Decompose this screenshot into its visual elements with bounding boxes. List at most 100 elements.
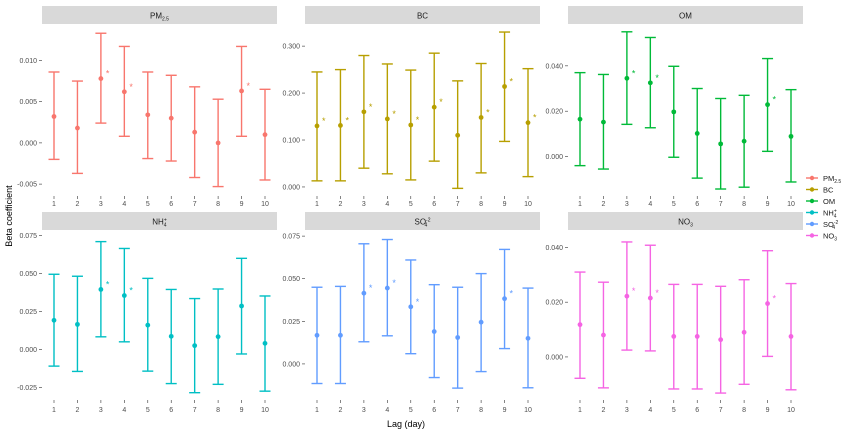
estimate-point — [51, 317, 57, 323]
y-tick-label: 0.020 — [545, 300, 563, 307]
x-tick-label: 6 — [695, 407, 699, 414]
estimate-point — [408, 122, 414, 128]
legend-key-point — [809, 221, 815, 227]
significance-marker: * — [369, 283, 373, 293]
estimate-point — [577, 322, 583, 328]
x-tick-label: 4 — [385, 201, 389, 208]
legend-item-om: OM — [806, 197, 835, 206]
estimate-point — [765, 102, 770, 108]
legend-item-so4: SO-2 4 — [806, 220, 839, 231]
significance-marker: * — [247, 81, 251, 91]
estimate-point — [168, 115, 174, 121]
estimate-point — [478, 319, 484, 325]
panel-strip — [42, 212, 277, 230]
x-tick-label: 9 — [766, 201, 770, 208]
legend-key-point — [809, 233, 815, 238]
panel-strip — [305, 212, 540, 230]
estimate-point — [192, 343, 198, 349]
x-tick-label: 9 — [240, 201, 244, 208]
estimate-point — [262, 340, 268, 346]
y-tick-label: -0.025 — [17, 385, 37, 392]
estimate-point — [741, 329, 747, 335]
significance-marker: * — [106, 279, 110, 289]
estimate-point — [51, 114, 57, 119]
estimate-point — [718, 337, 724, 343]
panel-strip — [568, 6, 803, 24]
x-tick-label: 3 — [625, 201, 629, 208]
x-tick-label: 10 — [261, 407, 269, 414]
panel-strip-label: PM2.5 — [150, 12, 169, 23]
significance-marker: * — [655, 288, 659, 298]
estimate-point — [647, 295, 653, 301]
estimate-point — [408, 304, 414, 310]
estimate-point — [624, 75, 630, 81]
x-tick-label: 9 — [240, 407, 244, 414]
estimate-point — [478, 115, 484, 120]
y-tick-label: -0.005 — [17, 182, 37, 189]
x-tick-label: 4 — [648, 201, 652, 208]
y-tick-label: 0.075 — [282, 234, 300, 241]
x-tick-label: 10 — [524, 201, 532, 208]
legend-item-bc: BC — [806, 185, 834, 194]
x-tick-label: 4 — [122, 407, 126, 414]
x-tick-label: 10 — [787, 201, 795, 208]
x-tick-label: 5 — [146, 407, 150, 414]
legend-key-point — [809, 210, 815, 215]
legend-key-point — [809, 175, 815, 181]
significance-marker: * — [322, 116, 326, 126]
x-tick-label: 2 — [601, 201, 605, 208]
y-tick-label: 0.025 — [19, 309, 37, 316]
x-tick-label: 6 — [432, 407, 436, 414]
x-tick-label: 1 — [315, 407, 319, 414]
estimate-point — [741, 138, 747, 144]
panel-strip-label: SO-2 4 — [414, 218, 430, 229]
significance-marker: * — [510, 76, 514, 86]
estimate-point — [502, 296, 507, 302]
estimate-point — [192, 129, 198, 135]
significance-marker: * — [439, 97, 443, 107]
estimate-point — [788, 334, 794, 339]
estimate-point — [338, 123, 343, 128]
estimate-point — [384, 285, 390, 291]
x-tick-label: 7 — [456, 407, 460, 414]
x-tick-label: 8 — [479, 201, 483, 208]
x-tick-label: 7 — [456, 201, 460, 208]
estimate-point — [361, 290, 367, 296]
estimate-point — [455, 132, 461, 138]
legend-item-nh4: NH+ 4 — [806, 208, 837, 219]
x-tick-label: 10 — [261, 201, 269, 208]
x-tick-label: 7 — [719, 201, 723, 208]
x-tick-label: 8 — [742, 201, 746, 208]
panel-so4: SO-2 4 0.000 0.025 0.050 0.075 1 2 3 4 5 6 7 8 9 10 * * * * — [282, 212, 540, 414]
y-tick-label: 0.000 — [282, 361, 300, 368]
panel-om: OM 0.000 0.020 0.040 1 2 3 4 5 6 7 8 9 10 * * * — [545, 6, 803, 208]
significance-marker: * — [486, 107, 490, 117]
y-tick-label: 0.040 — [545, 245, 563, 252]
estimate-point — [525, 335, 531, 341]
estimate-point — [647, 80, 653, 86]
estimate-point — [601, 332, 606, 338]
estimate-point — [431, 104, 437, 110]
y-tick-label: 0.050 — [19, 271, 37, 278]
estimate-point — [624, 293, 630, 299]
panel-strip-label: BC — [417, 12, 428, 21]
y-tick-label: 0.000 — [19, 347, 37, 354]
x-tick-label: 3 — [362, 201, 366, 208]
estimate-point — [431, 329, 437, 334]
significance-marker: * — [416, 115, 420, 125]
estimate-point — [239, 303, 244, 309]
panel-grid: PM2.5 -0.005 0.000 0.005 0.010 1 2 3 4 5 6 7 8 9 10 * * *… — [17, 6, 803, 414]
estimate-point — [314, 123, 320, 129]
estimate-point — [262, 132, 268, 138]
significance-marker: * — [510, 289, 514, 299]
x-tick-label: 3 — [99, 201, 103, 208]
x-tick-label: 2 — [601, 407, 605, 414]
panel-strip-label: NO3 — [678, 218, 693, 229]
estimate-point — [168, 333, 174, 339]
estimate-point — [577, 116, 583, 122]
legend-label: PM2.5 — [823, 174, 841, 185]
estimate-point — [384, 116, 390, 122]
estimate-point — [98, 76, 104, 81]
x-tick-label: 9 — [503, 201, 507, 208]
estimate-point — [788, 133, 794, 139]
